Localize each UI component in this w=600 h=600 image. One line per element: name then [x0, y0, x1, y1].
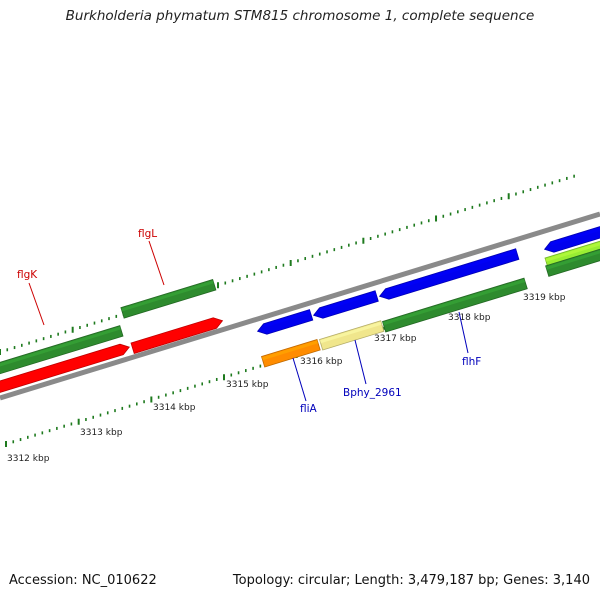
gene-highlight-blue2 [319, 291, 377, 312]
ruler-label: 3318 kbp [448, 313, 491, 323]
ruler-label: 3319 kbp [523, 293, 566, 303]
gene-highlight-lime [545, 242, 600, 262]
gene-label-flhF: flhF [462, 356, 481, 368]
gene-highlight-flhF [382, 279, 526, 326]
ruler-label: 3315 kbp [226, 380, 269, 390]
accession-text: Accession: NC_010622 [9, 573, 157, 588]
gene-highlight-blueEnd [550, 227, 600, 246]
gene-highlight-red1 [0, 345, 122, 386]
gene-highlight-bphy [319, 321, 382, 344]
gene-leader-flgK [28, 282, 45, 326]
ruler-label: 3317 kbp [374, 334, 417, 344]
gene-highlight-flgK [0, 326, 121, 367]
gene-highlight-red2 [131, 318, 215, 347]
ruler-label: 3314 kbp [153, 403, 196, 413]
gene-label-fliA: fliA [300, 403, 318, 415]
gene-leader-fliA [292, 357, 307, 402]
gene-label-flgK: flgK [17, 269, 38, 281]
backbone-track [0, 211, 600, 401]
backbone-line [0, 211, 600, 401]
gene-label-flgL: flgL [138, 228, 157, 240]
gene-highlight-flgL [121, 280, 214, 312]
gene-features [0, 226, 600, 393]
gene-leader-bphy [354, 339, 367, 385]
gene-arrow-red2 [130, 317, 224, 354]
gene-highlight-fliA [261, 340, 319, 361]
gene-highlight-green_end [545, 250, 600, 270]
ruler-label: 3312 kbp [7, 454, 50, 464]
gene-label-bphy: Bphy_2961 [343, 387, 402, 399]
gene-labels: flgK flgL fliA Bphy_2961 flhF [17, 228, 481, 415]
genome-summary-text: Topology: circular; Length: 3,479,187 bp… [232, 573, 590, 588]
gene-leader-flgL [148, 240, 165, 286]
gene-highlight-blue3 [385, 249, 517, 293]
ruler-ticks [0, 174, 575, 447]
ruler-label: 3313 kbp [80, 428, 123, 438]
gene-highlight-blue1 [263, 310, 311, 328]
ruler-labels: 3312 kbp 3313 kbp 3314 kbp 3315 kbp 3316 kbp… [7, 293, 566, 464]
map-title: Burkholderia phymatum STM815 chromosome … [65, 8, 535, 24]
gene-arrow-red1 [0, 343, 130, 393]
ruler-label: 3316 kbp [300, 357, 343, 367]
gene-leader-flhF [458, 311, 469, 354]
